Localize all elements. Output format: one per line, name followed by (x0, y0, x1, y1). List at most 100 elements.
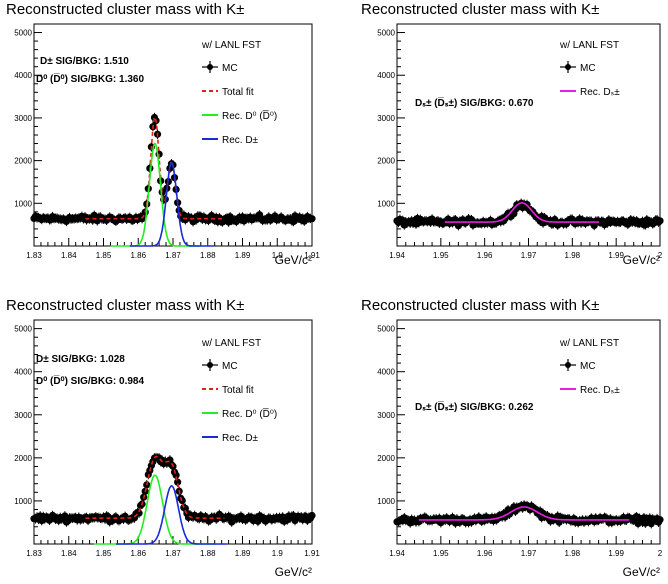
x-tick-label: 1.83 (26, 251, 42, 260)
x-tick-label: 1.84 (61, 549, 77, 558)
legend-swatch-mc-dot (207, 64, 213, 70)
y-tick-label: 1000 (377, 497, 395, 506)
mc-data-point (656, 516, 664, 524)
total-fit-curve (85, 115, 225, 220)
x-tick-label: 1.97 (521, 251, 537, 260)
mc-data-point (172, 471, 180, 479)
legend-title: w/ LANL FST (559, 40, 619, 51)
y-tick-label: 3000 (377, 411, 395, 420)
legend-swatch-mc-dot (207, 362, 213, 368)
legend-title: w/ LANL FST (201, 338, 261, 349)
x-tick-label: 1.87 (165, 251, 181, 260)
component-curve (418, 506, 630, 521)
x-axis-label: GeV/c² (275, 565, 312, 579)
legend-label: Rec. D⁰ (D̅⁰) (222, 110, 277, 122)
y-tick-label: 1000 (14, 497, 32, 506)
x-tick-label: 1.86 (130, 549, 146, 558)
mc-data-points (393, 198, 664, 231)
x-tick-label: 1.87 (165, 549, 181, 558)
legend-label: Rec. D± (222, 135, 259, 146)
legend-label: Total fit (222, 87, 254, 98)
y-tick-label: 5000 (377, 325, 395, 334)
legend-label: Total fit (222, 385, 254, 396)
y-tick-label: 2000 (377, 454, 395, 463)
component-curve (444, 202, 600, 223)
legend: w/ LANL FST MC Rec. Dₛ± (559, 40, 620, 98)
x-tick-label: 1.85 (96, 251, 112, 260)
y-tick-label: 1000 (377, 199, 395, 208)
mc-data-point (656, 217, 664, 225)
component-curve (116, 484, 228, 545)
mc-data-point (308, 511, 316, 520)
sig-bkg-annotation: D± SIG/BKG: 1.028 (36, 354, 125, 365)
x-tick-label: 1.9 (272, 251, 284, 260)
legend-label: Rec. D± (222, 433, 259, 444)
x-tick-label: 1.95 (433, 251, 449, 260)
legend-swatch-mc-dot (565, 362, 571, 368)
y-tick-label: 1000 (14, 199, 32, 208)
x-tick-label: 1.99 (608, 549, 624, 558)
legend-swatch-mc-dot (565, 64, 571, 70)
chart-panel-4: Reconstructed cluster mass with K± 1000 20… (361, 297, 664, 579)
legend-label: Rec. Dₛ± (580, 87, 620, 98)
y-tick-label: 4000 (377, 368, 395, 377)
legend-label: Rec. Dₛ± (580, 385, 620, 396)
total-fit-curve (85, 455, 225, 519)
legend-label: MC (580, 63, 596, 74)
sig-bkg-annotation: D⁰ (D̅⁰) SIG/BKG: 1.360 (36, 73, 144, 85)
y-tick-label: 3000 (377, 114, 395, 123)
chart-title: Reconstructed cluster mass with K± (361, 297, 599, 314)
sig-bkg-annotation: D⁰ (D̅⁰) SIG/BKG: 0.984 (36, 375, 144, 387)
legend: w/ LANL FST MC Total fit Rec. D⁰ (D̅⁰) Rec. … (201, 40, 277, 146)
x-tick-label: 1.89 (235, 549, 251, 558)
chart-title: Reconstructed cluster mass with K± (361, 1, 599, 18)
x-tick-label: 1.95 (433, 549, 449, 558)
mc-data-point (308, 215, 316, 223)
legend-label: MC (222, 361, 238, 372)
chart-panel-3: Reconstructed cluster mass with K± 1000 20… (6, 297, 320, 579)
x-tick-label: 1.89 (235, 251, 251, 260)
y-tick-label: 5000 (377, 29, 395, 38)
x-tick-label: 1.86 (130, 251, 146, 260)
x-tick-label: 1.85 (96, 549, 112, 558)
x-tick-label: 1.88 (200, 549, 216, 558)
chart-panel-1: Reconstructed cluster mass with K± 1000 20… (6, 1, 320, 267)
mc-data-point (174, 478, 182, 486)
mc-data-points (30, 452, 316, 527)
y-tick-label: 2000 (14, 157, 32, 166)
x-tick-label: 1.91 (304, 549, 320, 558)
chart-title: Reconstructed cluster mass with K± (6, 297, 244, 314)
x-tick-label: 2 (658, 251, 663, 260)
legend-label: Rec. D⁰ (D̅⁰) (222, 408, 277, 420)
x-axis-label: GeV/c² (275, 253, 312, 267)
x-tick-label: 1.98 (565, 251, 581, 260)
y-tick-label: 5000 (14, 325, 32, 334)
x-tick-label: 1.9 (272, 549, 284, 558)
x-tick-label: 1.99 (608, 251, 624, 260)
x-tick-label: 1.94 (389, 251, 405, 260)
legend: w/ LANL FST MC Rec. Dₛ± (559, 338, 620, 396)
legend-title: w/ LANL FST (559, 338, 619, 349)
legend-label: MC (580, 361, 596, 372)
component-curve (129, 161, 214, 247)
x-tick-label: 1.98 (565, 549, 581, 558)
x-tick-label: 1.94 (389, 549, 405, 558)
legend: w/ LANL FST MC Total fit Rec. D⁰ (D̅⁰) Rec. … (201, 338, 277, 444)
x-tick-label: 1.91 (304, 251, 320, 260)
x-tick-label: 2 (658, 549, 663, 558)
y-tick-label: 3000 (14, 411, 32, 420)
x-tick-label: 1.96 (477, 549, 493, 558)
chart-title: Reconstructed cluster mass with K± (6, 1, 244, 18)
legend-label: MC (222, 63, 238, 74)
component-curve (93, 474, 217, 545)
y-tick-label: 5000 (14, 29, 32, 38)
y-tick-label: 3000 (14, 114, 32, 123)
sig-bkg-annotation: Dₛ± (D̅ₛ±) SIG/BKG: 0.262 (415, 401, 534, 413)
x-axis-label: GeV/c² (623, 565, 660, 579)
y-tick-label: 2000 (14, 454, 32, 463)
y-tick-label: 4000 (14, 368, 32, 377)
legend-title: w/ LANL FST (201, 40, 261, 51)
x-axis-label: GeV/c² (623, 253, 660, 267)
y-tick-label: 4000 (377, 71, 395, 80)
